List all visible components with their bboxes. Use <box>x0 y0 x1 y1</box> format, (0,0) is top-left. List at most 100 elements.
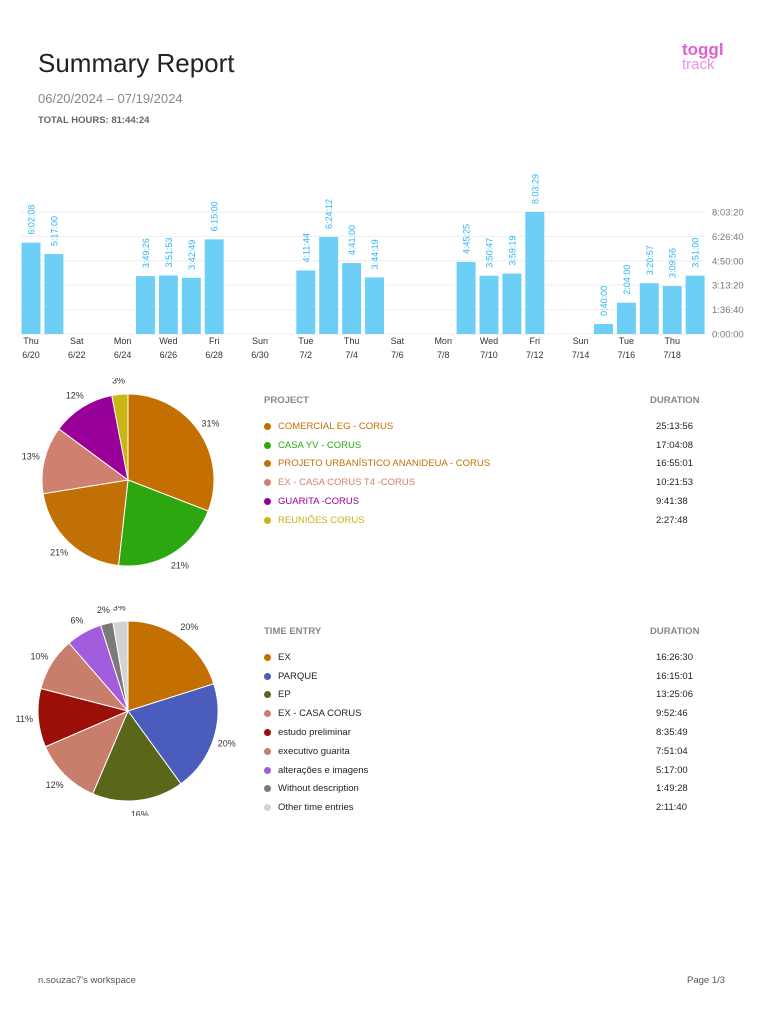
x-tick-day: Mon <box>434 336 452 346</box>
legend-row: REUNIÕES CORUS 2:27:48 <box>264 511 714 530</box>
bar <box>181 277 201 334</box>
bar <box>594 323 613 334</box>
legend-duration: 1:49:28 <box>656 783 688 795</box>
legend-row: EX - CASA CORUS 9:52:46 <box>264 704 714 723</box>
bar <box>44 253 64 334</box>
x-tick-day: Thu <box>344 336 360 346</box>
bar-value-label: 3:59:19 <box>507 236 517 266</box>
legend-row: COMERCIAL EG - CORUS 25:13:56 <box>264 417 714 436</box>
color-dot-icon <box>264 653 271 661</box>
duration-header: DURATION <box>650 626 700 637</box>
pie-slice <box>111 393 129 481</box>
legend-row: PARQUE 16:15:01 <box>264 667 714 686</box>
pie-percent-label: 6% <box>71 615 84 625</box>
bar <box>525 211 545 334</box>
legend-name: GUARITA -CORUS <box>278 496 360 508</box>
x-tick-date: 6/20 <box>22 350 40 360</box>
legend-name: estudo preliminar <box>278 727 351 739</box>
pie-percent-label: 12% <box>46 780 64 790</box>
bar <box>639 283 659 334</box>
y-tick-label: 0:00:00 <box>712 330 744 341</box>
color-dot-icon <box>264 729 271 737</box>
pie-slice <box>112 620 129 712</box>
bar-value-label: 3:20:57 <box>645 245 655 275</box>
pie-percent-label: 16% <box>131 809 149 816</box>
legend-duration: 5:17:00 <box>656 764 688 776</box>
color-dot-icon <box>264 672 271 680</box>
time-entry-legend: TIME ENTRY DURATION EX 16:26:30 PARQUE 16:15… <box>264 626 714 817</box>
color-dot-icon <box>264 766 271 774</box>
legend-name: CASA YV - CORUS <box>278 439 362 451</box>
bar <box>502 273 522 334</box>
bar <box>296 270 316 334</box>
bar-value-label: 8:03:29 <box>530 174 540 204</box>
bar <box>21 242 41 334</box>
pie-slice <box>118 479 209 567</box>
bar-value-label: 6:15:00 <box>210 201 220 231</box>
legend-row: PROJETO URBANÍSTICO ANANIDEUA - CORUS 16:… <box>264 455 714 474</box>
bar-value-label: 0:40:00 <box>599 286 609 316</box>
legend-name: PARQUE <box>278 670 318 682</box>
legend-duration: 16:26:30 <box>656 651 693 663</box>
color-dot-icon <box>264 804 271 812</box>
bar <box>456 261 476 334</box>
x-tick-date: 7/16 <box>618 350 636 360</box>
legend-row: executivo guarita 7:51:04 <box>264 742 714 761</box>
bar-value-label: 4:41:00 <box>347 225 357 255</box>
legend-row: Without description 1:49:28 <box>264 780 714 799</box>
pie-percent-label: 31% <box>201 418 219 428</box>
legend-duration: 16:15:01 <box>656 670 693 682</box>
bar-value-label: 3:50:47 <box>485 238 495 268</box>
bar-value-label: 5:17:00 <box>49 216 59 246</box>
x-tick-day: Fri <box>209 336 220 346</box>
toggl-track-logo: toggl track <box>682 40 724 72</box>
x-tick-day: Thu <box>23 336 39 346</box>
pie-slice <box>92 709 182 802</box>
x-tick-day: Mon <box>114 336 132 346</box>
legend-name: EX - CASA CORUS T4 -CORUS <box>278 477 416 489</box>
bar-value-label: 4:45:25 <box>462 224 472 254</box>
x-tick-day: Sat <box>391 336 405 346</box>
legend-duration: 2:27:48 <box>656 514 688 526</box>
bar-value-label: 3:49:26 <box>141 238 151 268</box>
duration-header: DURATION <box>650 395 700 406</box>
x-tick-date: 7/10 <box>480 350 498 360</box>
logo-line-1: toggl <box>682 40 724 59</box>
pie-slice <box>42 479 129 567</box>
legend-row: EX - CASA CORUS T4 -CORUS 10:21:53 <box>264 473 714 492</box>
bar <box>662 286 682 334</box>
color-dot-icon <box>264 747 271 755</box>
bar <box>479 275 499 334</box>
total-hours: TOTAL HOURS: 81:44:24 <box>38 115 150 126</box>
pie-slice <box>127 393 215 512</box>
y-tick-label: 4:50:00 <box>712 256 744 267</box>
time-entry-header: TIME ENTRY <box>264 626 322 637</box>
x-tick-date: 7/2 <box>300 350 313 360</box>
legend-row: alterações e imagens 5:17:00 <box>264 761 714 780</box>
pie-slice <box>58 394 129 482</box>
legend-duration: 17:04:08 <box>656 439 693 451</box>
bar <box>616 302 636 334</box>
x-tick-date: 6/30 <box>251 350 269 360</box>
legend-row: GUARITA -CORUS 9:41:38 <box>264 492 714 511</box>
pie-percent-label: 13% <box>22 451 40 461</box>
x-tick-date: 7/18 <box>663 350 681 360</box>
color-dot-icon <box>264 498 271 506</box>
x-tick-date: 7/8 <box>437 350 450 360</box>
page-number: Page 1/3 <box>687 975 726 986</box>
bar-value-label: 6:02:08 <box>27 205 37 235</box>
pie-percent-label: 12% <box>66 390 84 400</box>
bar-value-label: 3:51:00 <box>691 238 701 268</box>
legend-duration: 16:55:01 <box>656 458 693 470</box>
bar-value-label: 3:42:49 <box>187 240 197 270</box>
legend-name: EX - CASA CORUS <box>278 708 362 720</box>
bar-value-label: 6:24:12 <box>324 199 334 229</box>
legend-name: alterações e imagens <box>278 764 369 776</box>
bar-value-label: 3:51:53 <box>164 237 174 267</box>
legend-name: Other time entries <box>278 802 354 814</box>
bar <box>319 237 339 334</box>
x-tick-date: 6/28 <box>205 350 223 360</box>
project-pie-chart: 31% 21% 21% 13% 12% 3% <box>22 378 220 570</box>
legend-name: executivo guarita <box>278 745 350 757</box>
